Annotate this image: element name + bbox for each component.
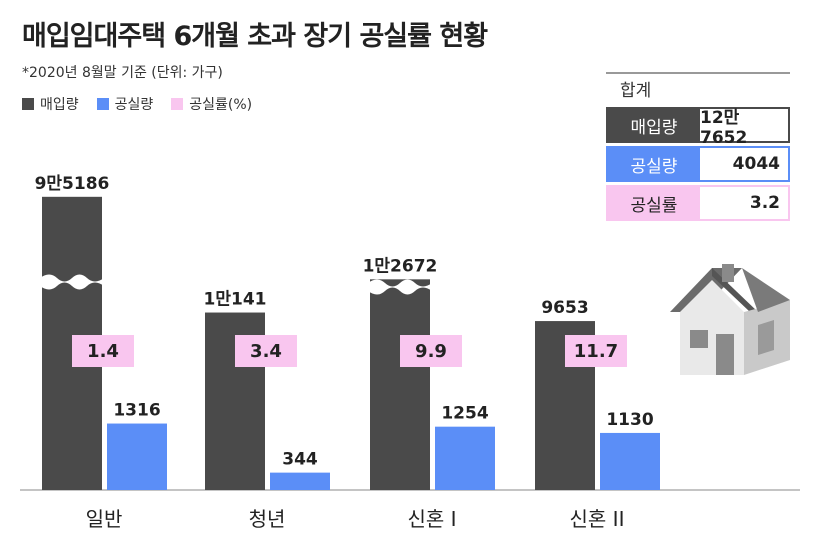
bar-purchase-2 [370,279,430,490]
legend-swatch-vacant [96,98,109,110]
category-label-0: 일반 [86,507,123,531]
badge-vacancy-rate-0 [72,335,134,367]
summary-label-vacancy-rate: 공실률 [608,187,700,219]
label-vacant-3: 1130 [606,410,653,430]
chart-subtitle: *2020년 8월말 기준 (단위: 가구) [22,65,223,81]
summary-row-purchase: 매입량 12만7652 [606,107,790,148]
legend-swatch-purchase [22,98,34,110]
summary-row-vacancy-rate: 공실률 3.2 [606,185,790,221]
label-vacant-0: 1316 [113,401,160,421]
bar-vacant-0 [107,423,167,490]
label-vacant-2: 1254 [441,404,488,424]
badge-vacancy-rate-1 [235,335,297,367]
category-label-2: 신혼 I [407,507,456,531]
label-vacancy-rate-0: 1.4 [87,341,119,362]
bar-vacant-1 [270,472,330,490]
category-label-3: 신혼 II [570,507,625,531]
label-vacant-1: 344 [282,450,318,470]
axis-break-2 [368,279,432,295]
legend-item-vacancy-rate: 공실률(%) [171,94,252,114]
summary-row-vacant: 공실량 4044 [606,146,790,182]
label-vacancy-rate-2: 9.9 [415,341,447,362]
legend-label-vacant: 공실량 [114,97,154,113]
label-purchase-3: 9653 [541,298,588,318]
legend: 매입량 공실량 공실률(%) [22,94,252,114]
summary-label-vacant: 공실량 [608,148,700,180]
summary-value-vacant: 4044 [700,148,788,180]
label-purchase-0: 9만5186 [35,174,110,194]
summary-label-purchase: 매입량 [608,109,700,141]
bar-vacant-2 [435,426,495,490]
chart-title: 매입임대주택 6개월 초과 장기 공실률 현황 [22,21,488,52]
label-purchase-2: 1만2672 [363,256,438,276]
legend-item-vacant: 공실량 [96,94,154,114]
bar-vacant-3 [600,432,660,490]
badge-vacancy-rate-3 [565,335,627,367]
house-icon [670,264,790,375]
axis-break-3 [533,279,597,295]
legend-swatch-vacancy-rate [171,98,184,110]
axis-break-1 [203,279,267,295]
label-vacancy-rate-3: 11.7 [574,341,618,362]
category-label-1: 청년 [249,507,286,531]
summary-value-vacancy-rate: 3.2 [700,187,788,219]
legend-item-purchase: 매입량 [22,94,79,114]
label-purchase-1: 1만141 [204,290,267,310]
badge-vacancy-rate-2 [400,335,462,367]
summary-title: 합계 [606,72,790,107]
summary-box: 합계 매입량 12만7652 공실량 4044 공실률 3.2 [606,72,790,224]
label-vacancy-rate-1: 3.4 [250,341,282,362]
axis-break-0 [40,274,104,290]
legend-label-vacancy-rate: 공실률(%) [189,97,253,113]
legend-label-purchase: 매입량 [40,97,79,113]
